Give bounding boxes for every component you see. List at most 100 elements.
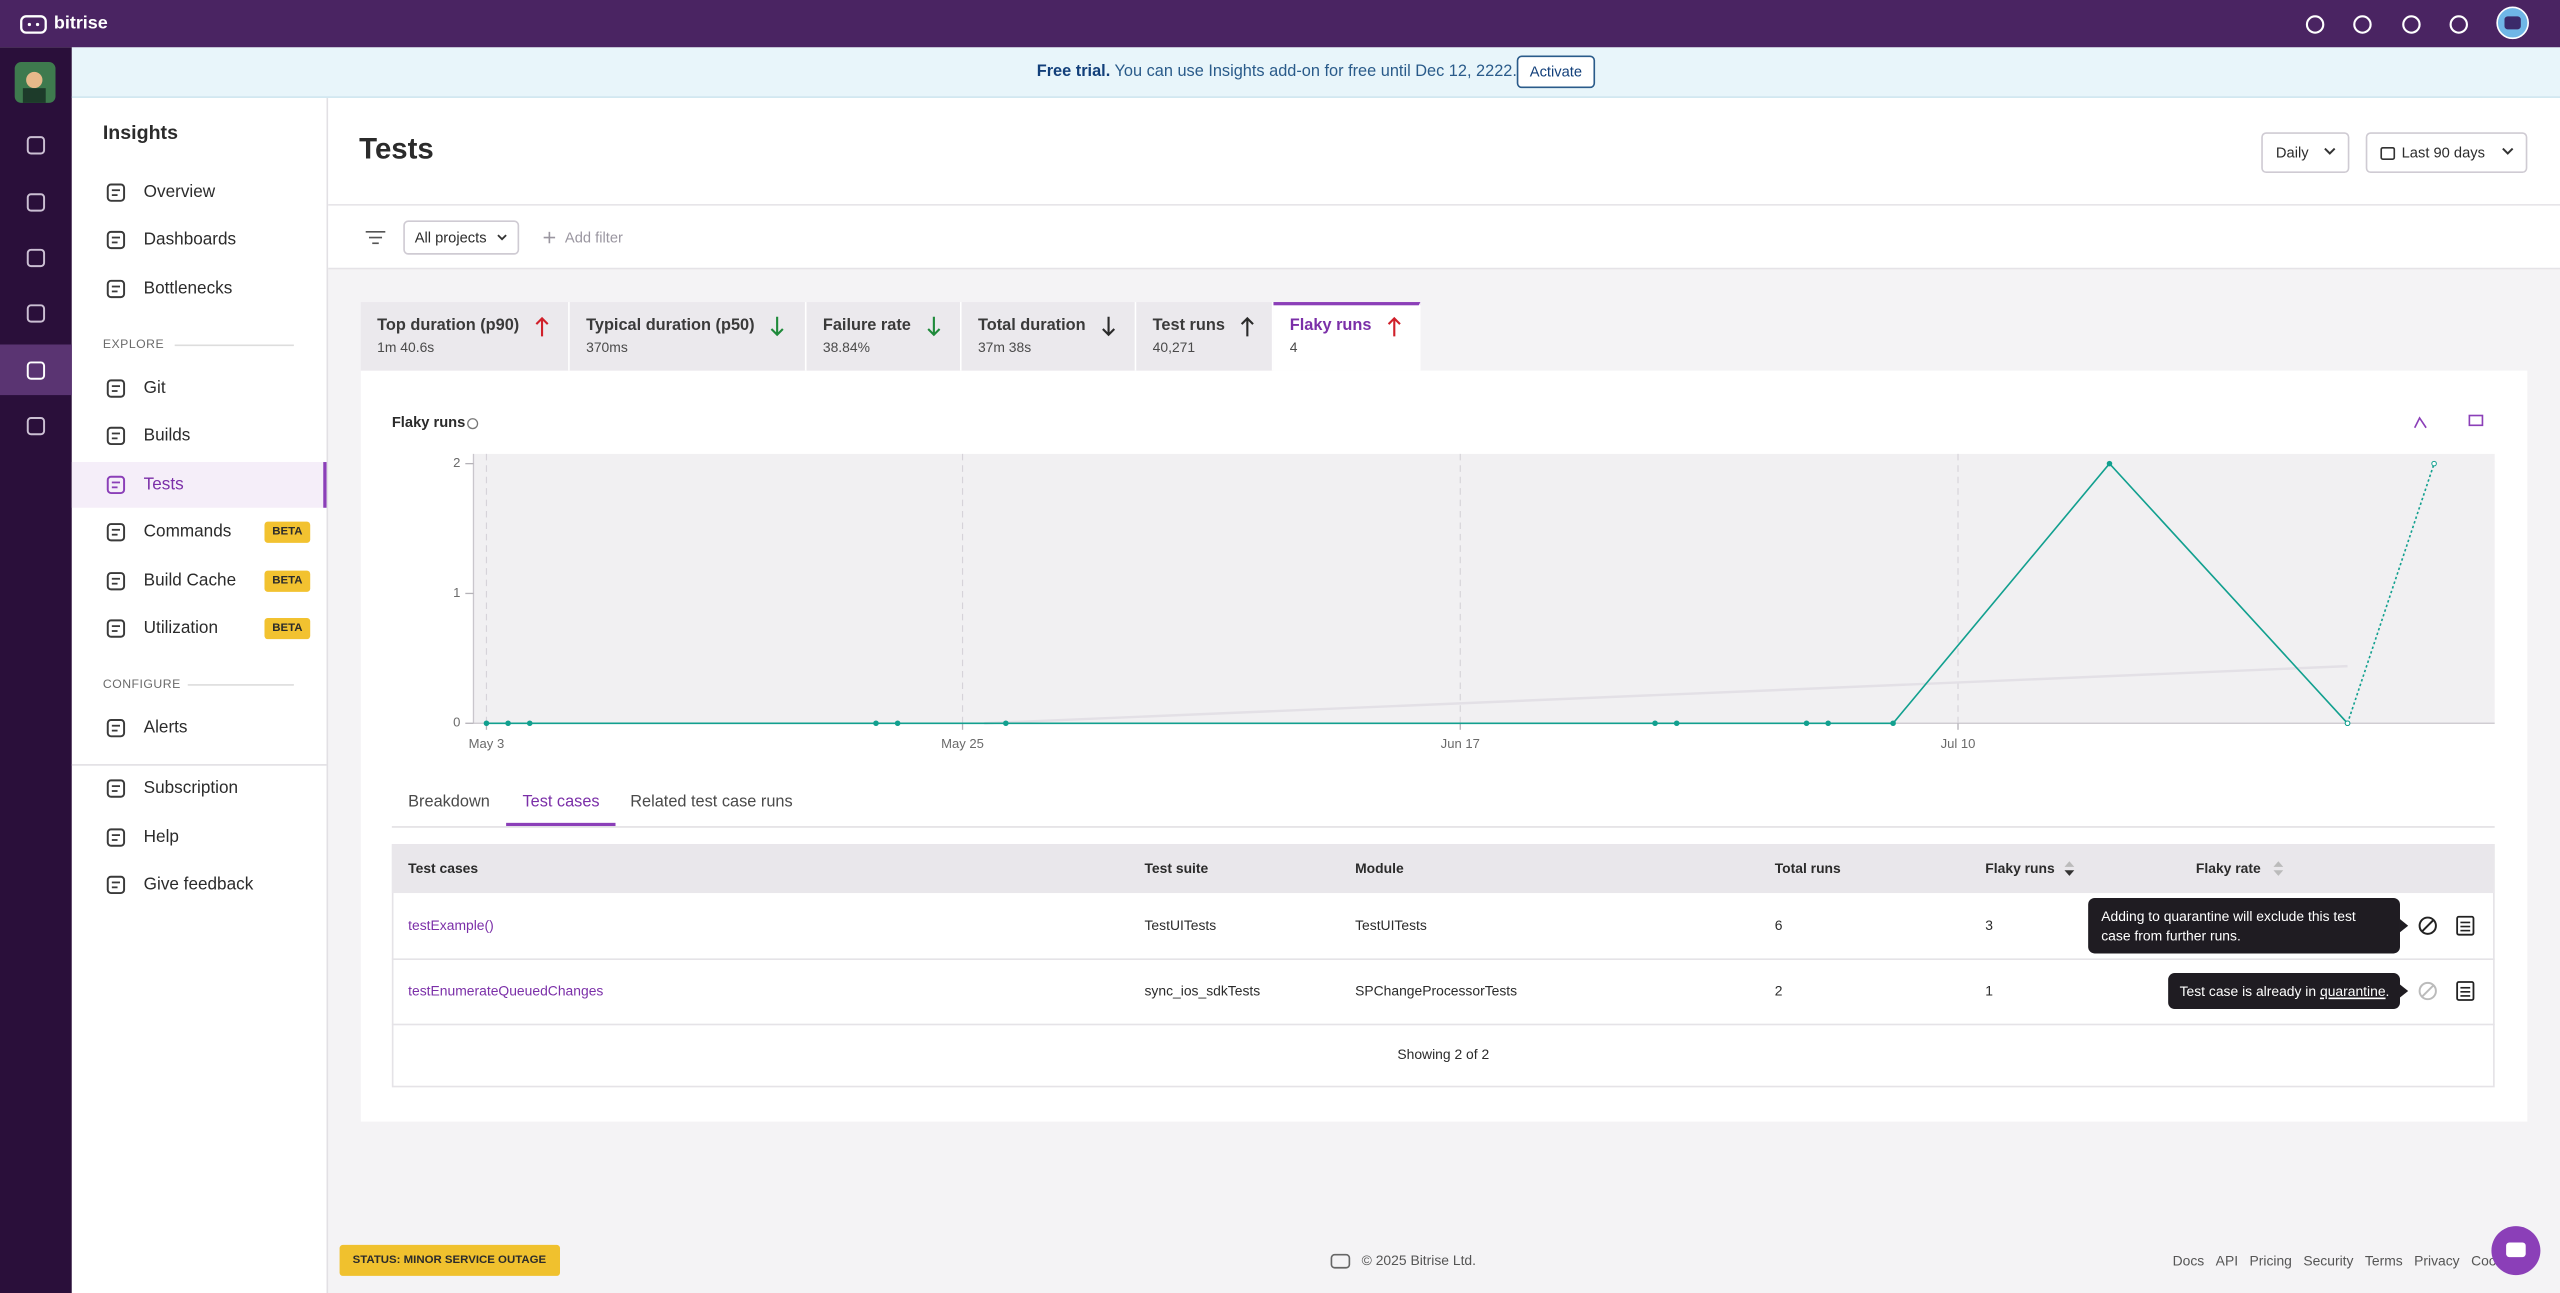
rail-icon[interactable] <box>26 248 46 268</box>
metric-tab[interactable] <box>806 302 962 371</box>
icon[interactable] <box>106 427 126 447</box>
details-button[interactable] <box>2456 981 2476 1001</box>
quarantine-button[interactable] <box>2418 916 2438 936</box>
icon[interactable] <box>106 779 126 799</box>
nav-item[interactable]: Help <box>143 826 179 847</box>
icon[interactable] <box>106 183 126 203</box>
nav-item[interactable]: Build Cache <box>143 570 237 590</box>
chart-action[interactable] <box>2468 414 2484 430</box>
rail-icon[interactable] <box>26 416 46 436</box>
metric-label[interactable]: Failure rate <box>822 316 911 335</box>
interval-select[interactable] <box>2261 132 2350 174</box>
nav-item[interactable]: Bottlenecks <box>143 278 233 298</box>
icon[interactable] <box>106 827 126 847</box>
icon[interactable] <box>106 279 126 299</box>
nav-item[interactable]: Overview <box>143 182 216 203</box>
chart-action[interactable] <box>2413 415 2428 430</box>
rail-icon[interactable] <box>26 193 46 213</box>
nav-item[interactable]: Give feedback <box>143 874 254 895</box>
subtab[interactable]: Breakdown <box>408 793 490 812</box>
icon[interactable] <box>106 523 126 543</box>
top-bar <box>0 0 2560 48</box>
plus-icon <box>543 231 556 244</box>
metric-tab[interactable] <box>961 302 1137 371</box>
footer-link[interactable]: Terms <box>2364 1252 2403 1269</box>
icon[interactable] <box>106 718 126 738</box>
metric-label[interactable]: Test runs <box>1152 316 1225 335</box>
filter-icon[interactable] <box>365 230 386 245</box>
nav-item[interactable]: Git <box>143 378 166 398</box>
icon[interactable] <box>106 231 126 251</box>
brand[interactable]: bitrise <box>53 13 108 34</box>
icon[interactable] <box>106 571 126 591</box>
footer-link[interactable]: Privacy <box>2414 1252 2460 1269</box>
metric-value: 38.84% <box>822 339 870 356</box>
column-header[interactable]: Flaky rate <box>2195 859 2261 877</box>
tooltip-tail <box>2399 919 2409 933</box>
cell[interactable]: testEnumerateQueuedChanges <box>408 982 604 999</box>
top-icon[interactable] <box>2353 15 2373 35</box>
chat-button[interactable] <box>2491 1226 2541 1276</box>
icon[interactable] <box>106 379 126 399</box>
rail-icon[interactable] <box>26 136 46 156</box>
subtab[interactable]: Related test case runs <box>630 793 793 812</box>
banner-strong: Free trial. <box>1036 62 1111 81</box>
nav-item[interactable]: Subscription <box>143 778 239 798</box>
metric-label[interactable]: Top duration (p90) <box>377 316 520 335</box>
nav-item[interactable]: Utilization <box>143 618 219 638</box>
tooltip-link[interactable]: quarantine <box>2319 982 2386 1000</box>
details-button[interactable] <box>2456 915 2476 936</box>
chevron[interactable] <box>2323 147 2336 157</box>
icon[interactable] <box>106 475 126 495</box>
icon[interactable] <box>106 619 126 639</box>
avatar[interactable] <box>2496 6 2529 40</box>
footer-link[interactable]: Pricing <box>2249 1252 2292 1269</box>
range-select-label[interactable]: Last 90 days <box>2401 143 2485 160</box>
footer-link[interactable]: Security <box>2303 1252 2354 1269</box>
metric-tab[interactable] <box>1136 302 1274 371</box>
range-select[interactable] <box>2365 132 2528 174</box>
column-header[interactable]: Flaky runs <box>1985 859 2055 877</box>
quarantine-button[interactable] <box>2418 981 2438 1001</box>
project-select-label[interactable]: All projects <box>414 228 487 245</box>
info-icon[interactable] <box>467 418 479 430</box>
logo[interactable] <box>20 13 48 34</box>
sort-icon[interactable] <box>2273 860 2284 876</box>
nav-item[interactable]: Dashboards <box>143 230 237 250</box>
metric-tab[interactable] <box>360 302 570 371</box>
icon[interactable] <box>106 875 126 895</box>
footer-link[interactable]: API <box>2215 1252 2239 1269</box>
beta-badge: BETA <box>264 617 311 640</box>
metric-tab[interactable] <box>1273 302 1421 371</box>
page-title: Tests <box>359 132 434 165</box>
metric-label[interactable]: Total duration <box>977 316 1086 335</box>
cell: 1 <box>1985 982 1994 999</box>
chevron[interactable] <box>496 233 507 241</box>
divider <box>71 764 327 766</box>
workspace-avatar[interactable] <box>14 62 56 103</box>
nav-item[interactable]: Builds <box>143 426 191 446</box>
status-badge[interactable]: STATUS: MINOR SERVICE OUTAGE <box>339 1244 560 1276</box>
top-icon[interactable] <box>2305 15 2325 35</box>
metric-tab[interactable] <box>569 302 807 371</box>
activate-button[interactable]: Activate <box>1516 55 1596 89</box>
interval-select-label[interactable]: Daily <box>2275 143 2309 160</box>
add-filter[interactable]: Add filter <box>564 228 623 245</box>
cell[interactable]: testExample() <box>408 917 494 934</box>
calendar-icon[interactable] <box>2380 145 2396 160</box>
nav-item[interactable]: Alerts <box>143 717 188 738</box>
footer-link[interactable]: Docs <box>2172 1252 2205 1269</box>
trend-arrow <box>927 316 941 337</box>
tooltip-tail <box>2399 984 2409 998</box>
rail-icon[interactable] <box>26 361 46 381</box>
subtab[interactable]: Test cases <box>522 793 600 812</box>
top-icon[interactable] <box>2402 15 2422 35</box>
metric-label[interactable]: Typical duration (p50) <box>586 316 755 335</box>
rail-icon[interactable] <box>26 304 46 324</box>
metric-label[interactable]: Flaky runs <box>1289 316 1372 335</box>
nav-item[interactable]: Commands <box>143 522 232 542</box>
nav-item[interactable]: Tests <box>143 474 184 494</box>
top-icon[interactable] <box>2449 15 2469 35</box>
chevron[interactable] <box>2501 147 2514 157</box>
sort-icon[interactable] <box>2064 860 2075 876</box>
